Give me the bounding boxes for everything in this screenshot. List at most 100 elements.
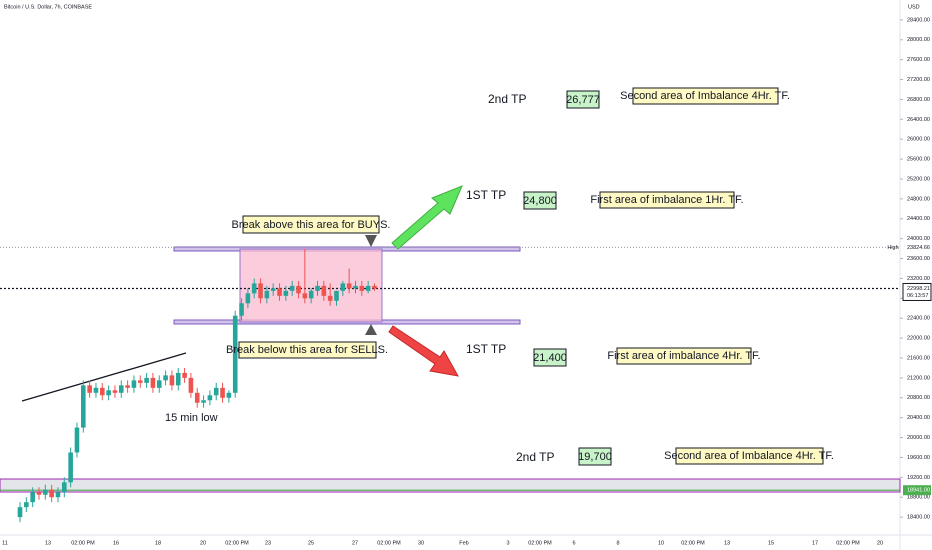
up-arrow (391, 185, 463, 250)
note: Break above this area for BUYS. (232, 219, 391, 231)
tp-label: 2nd TP (488, 92, 526, 106)
candle-body (131, 380, 137, 388)
countdown: 06:13:57 (907, 293, 928, 299)
x-tick-label: 11 (2, 540, 8, 546)
candle-body (226, 392, 232, 398)
tp-price-box (578, 447, 612, 466)
candle-body (213, 387, 219, 396)
y-tick-label: 22000.00 (907, 336, 930, 342)
sell-pointer (365, 324, 377, 335)
down-arrow (388, 325, 459, 377)
candle-body (17, 507, 23, 518)
candle-body (372, 285, 377, 289)
high-label: 23824.66 (907, 245, 930, 251)
candle-body (220, 387, 225, 398)
candle-body (264, 290, 270, 299)
candle-body (283, 290, 289, 296)
support-zone (0, 478, 901, 493)
x-tick-label: 10 (658, 540, 664, 546)
tp-label: 1ST TP (466, 188, 506, 202)
candle-body (106, 390, 111, 396)
candle-body (258, 283, 263, 299)
support-label: 18941.00 (907, 488, 930, 494)
x-tick-label: 8 (616, 540, 619, 546)
candle-body (232, 315, 238, 393)
x-tick-label: 20 (877, 540, 883, 546)
y-tick-label: 20800.00 (907, 395, 930, 401)
note-box (675, 447, 824, 465)
x-tick-label: 30 (418, 540, 424, 546)
note-box (616, 347, 752, 365)
x-tick-label: 17 (812, 540, 818, 546)
x-tick-label: 27 (352, 540, 358, 546)
candle-body (144, 377, 149, 383)
candle-body (62, 482, 67, 493)
candle-body (156, 380, 162, 388)
candle-body (289, 285, 295, 291)
note-box (632, 87, 779, 105)
candle-body (365, 285, 371, 291)
candle-body (340, 283, 346, 291)
x-tick-label: 02:00 PM (225, 540, 249, 546)
tp-price: 19,700 (578, 451, 612, 463)
tp-price-box (533, 348, 567, 367)
candle-body (24, 502, 29, 508)
candle-body (99, 387, 105, 396)
note: Second area of Imbalance 4Hr. TF. (664, 450, 834, 462)
x-tick-label: 6 (572, 540, 575, 546)
chart-title: Bitcoin / U.S. Dollar, 7h, COINBASE (4, 4, 92, 10)
support-box (903, 485, 931, 496)
tp-label: 1ST TP (466, 342, 506, 356)
x-tick-label: 02:00 PM (681, 540, 705, 546)
y-tick-label: 19600.00 (907, 455, 930, 461)
y-tick-label: 27600.00 (907, 57, 930, 63)
candle-body (81, 385, 86, 428)
candle-body (207, 395, 213, 401)
x-tick-label: 20 (200, 540, 206, 546)
note-box (242, 215, 380, 234)
y-tick-label: 27200.00 (907, 77, 930, 83)
x-tick-label: 02:00 PM (836, 540, 860, 546)
tp-label: 2nd TP (516, 450, 554, 464)
candle-body (68, 452, 73, 483)
x-tick-label: 02:00 PM (377, 540, 401, 546)
note-box (599, 191, 735, 209)
candle-body (302, 293, 308, 299)
candle-body (49, 489, 54, 498)
candle-body (118, 385, 124, 393)
candle-body (163, 375, 168, 381)
y-tick-label: 18400.00 (907, 515, 930, 521)
buy-pointer (365, 235, 377, 247)
candle-body (55, 492, 61, 498)
candle-body (251, 283, 257, 294)
currency: USD (908, 4, 920, 10)
candle-body (182, 372, 187, 378)
y-tick-label: 28000.00 (907, 37, 930, 43)
x-tick-label: 3 (506, 540, 509, 546)
x-tick-label: 02:00 PM (71, 540, 95, 546)
x-tick-label: 02:00 PM (528, 540, 552, 546)
candle-body (137, 380, 143, 383)
y-tick-label: 21200.00 (907, 375, 930, 381)
candle-body (30, 492, 35, 503)
x-tick-label: 25 (308, 540, 314, 546)
candle-body (327, 295, 333, 301)
candle-body (194, 392, 200, 403)
note: Break below this area for SELLS. (226, 344, 388, 356)
y-tick-label: 25600.00 (907, 157, 930, 163)
candle-body (296, 285, 301, 294)
candle-body (321, 285, 327, 296)
tp-price: 21,400 (533, 352, 567, 364)
range-box (239, 248, 383, 323)
y-tick-label: 24400.00 (907, 216, 930, 222)
y-tick-label: 28400.00 (907, 17, 930, 23)
candle-body (353, 285, 358, 289)
y-tick-label: 18800.00 (907, 495, 930, 501)
tp-price-box (523, 191, 557, 210)
candle-body (277, 288, 282, 296)
candle-body (150, 377, 156, 388)
tp-price-box (566, 90, 600, 109)
y-tick-label: 21600.00 (907, 355, 930, 361)
y-tick-label: 26800.00 (907, 97, 930, 103)
